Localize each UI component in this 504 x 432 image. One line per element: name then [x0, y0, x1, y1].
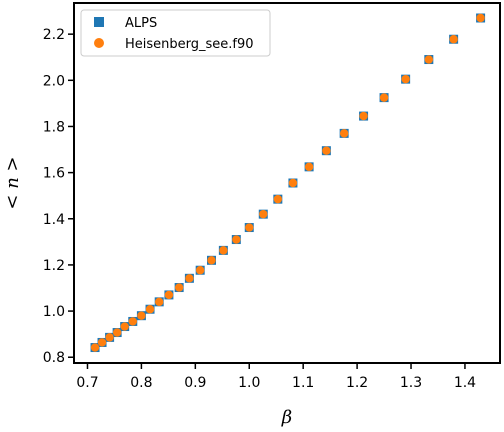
x-axis-ticks: 0.7 0.8 0.9 1.0 1.1 1.2 1.3 1.4 — [76, 363, 476, 391]
legend-box — [80, 9, 271, 57]
data-point-heisenberg — [476, 13, 485, 23]
x-tick-label: 0.8 — [130, 375, 152, 391]
x-tick-label: 0.9 — [184, 375, 206, 391]
data-point-heisenberg — [259, 209, 268, 219]
data-point-heisenberg — [245, 223, 254, 232]
data-point-heisenberg — [137, 311, 146, 320]
x-tick-label: 1.0 — [238, 375, 260, 391]
y-tick-label: 1.6 — [43, 166, 65, 182]
legend-marker-alps — [94, 17, 104, 27]
data-point-heisenberg — [304, 162, 314, 172]
y-tick-label: 1.2 — [43, 258, 65, 274]
y-tick-label: 1.4 — [43, 212, 65, 228]
data-point-heisenberg — [322, 146, 331, 155]
data-point-heisenberg — [195, 266, 205, 275]
data-point-heisenberg — [105, 333, 114, 342]
x-axis-label: β — [281, 407, 292, 428]
data-point-heisenberg — [120, 322, 129, 331]
data-point-heisenberg — [401, 74, 410, 84]
data-point-heisenberg — [97, 338, 107, 347]
y-axis-label: < n > — [2, 156, 23, 209]
data-point-heisenberg — [164, 290, 174, 300]
data-point-heisenberg — [449, 35, 458, 44]
x-tick-label: 0.7 — [76, 375, 98, 391]
data-point-heisenberg — [155, 297, 164, 307]
data-point-heisenberg — [90, 343, 100, 352]
legend-marker-heisenberg — [94, 38, 104, 48]
legend-label-alps: ALPS — [125, 16, 157, 31]
data-point-heisenberg — [219, 246, 228, 255]
data-point-heisenberg — [112, 328, 122, 337]
data-point-heisenberg — [288, 178, 298, 188]
data-point-heisenberg — [273, 194, 283, 204]
x-tick-label: 1.1 — [292, 375, 314, 391]
y-tick-label: 1.0 — [43, 304, 65, 320]
data-point-heisenberg — [145, 305, 155, 314]
data-markers — [90, 13, 486, 353]
data-point-heisenberg — [185, 274, 194, 283]
plot-frame — [73, 2, 501, 364]
data-point-heisenberg — [207, 256, 216, 265]
y-tick-label: 2.2 — [43, 27, 65, 43]
legend: ALPS Heisenberg_see.f90 — [80, 9, 271, 57]
data-point-heisenberg — [174, 283, 184, 292]
legend-label-heisenberg: Heisenberg_see.f90 — [125, 37, 254, 52]
y-tick-label: 2.0 — [43, 73, 65, 89]
data-point-heisenberg — [339, 129, 349, 138]
data-point-heisenberg — [379, 93, 389, 102]
data-point-heisenberg — [128, 317, 137, 326]
data-point-heisenberg — [359, 111, 368, 121]
y-tick-label: 1.8 — [43, 119, 65, 135]
y-tick-label: 0.8 — [43, 350, 65, 366]
y-axis-ticks: 0.8 1.0 1.2 1.4 1.6 1.8 2.0 2.2 — [43, 27, 74, 366]
x-tick-label: 1.3 — [400, 375, 422, 391]
data-point-heisenberg — [424, 55, 434, 64]
data-point-heisenberg — [232, 235, 241, 244]
x-tick-label: 1.2 — [346, 375, 368, 391]
x-tick-label: 1.4 — [454, 375, 476, 391]
